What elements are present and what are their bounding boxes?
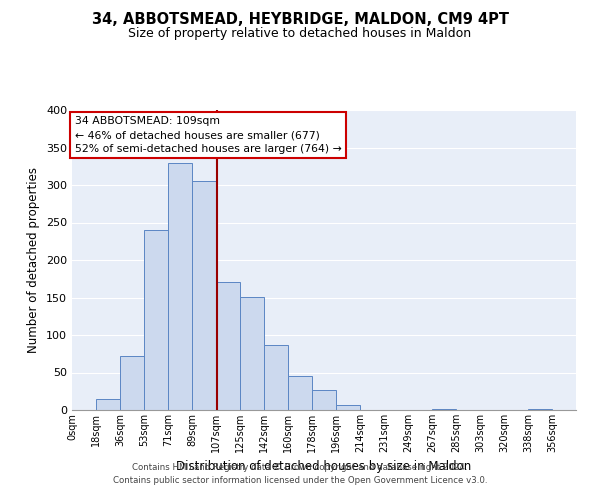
Text: 34 ABBOTSMEAD: 109sqm
← 46% of detached houses are smaller (677)
52% of semi-det: 34 ABBOTSMEAD: 109sqm ← 46% of detached … xyxy=(74,116,341,154)
Bar xyxy=(120,356,144,410)
Text: Contains public sector information licensed under the Open Government Licence v3: Contains public sector information licen… xyxy=(113,476,487,485)
Bar xyxy=(144,230,168,410)
Text: Contains HM Land Registry data © Crown copyright and database right 2024.: Contains HM Land Registry data © Crown c… xyxy=(132,464,468,472)
Bar xyxy=(336,405,360,410)
Bar xyxy=(96,399,120,410)
Bar xyxy=(528,408,552,410)
Bar xyxy=(192,181,216,410)
Text: 34, ABBOTSMEAD, HEYBRIDGE, MALDON, CM9 4PT: 34, ABBOTSMEAD, HEYBRIDGE, MALDON, CM9 4… xyxy=(91,12,509,28)
Text: Size of property relative to detached houses in Maldon: Size of property relative to detached ho… xyxy=(128,28,472,40)
Y-axis label: Number of detached properties: Number of detached properties xyxy=(28,167,40,353)
Bar xyxy=(288,376,312,410)
Bar xyxy=(432,409,456,410)
X-axis label: Distribution of detached houses by size in Maldon: Distribution of detached houses by size … xyxy=(176,460,472,473)
Bar xyxy=(312,390,336,410)
Bar xyxy=(264,345,288,410)
Bar xyxy=(168,162,192,410)
Bar xyxy=(216,282,240,410)
Bar xyxy=(240,296,264,410)
